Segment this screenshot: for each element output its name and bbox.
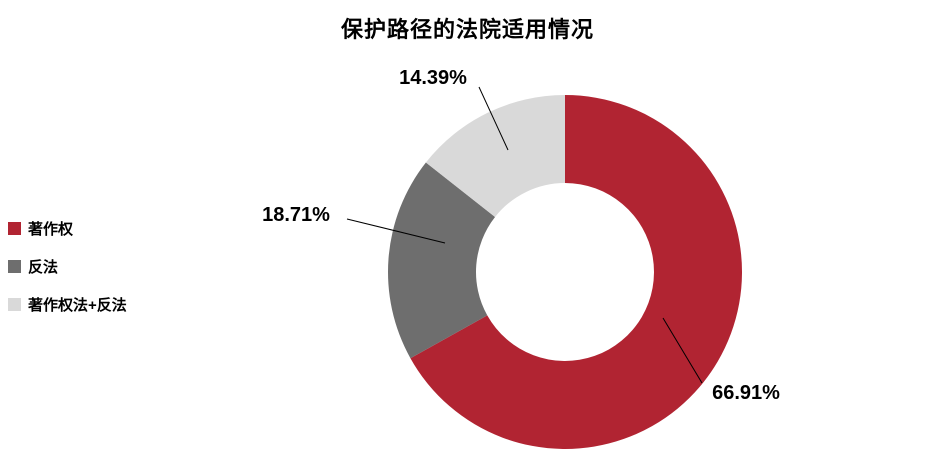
data-label-anti-unfair: 18.71% bbox=[262, 204, 330, 226]
chart-title: 保护路径的法院适用情况 bbox=[340, 17, 594, 42]
chart-legend: 著作权 反法 著作权法+反法 bbox=[8, 218, 127, 315]
legend-swatch-both bbox=[8, 298, 21, 311]
donut-slices bbox=[388, 95, 743, 449]
legend-item-copyright: 著作权 bbox=[8, 218, 127, 239]
donut-slice-著作权法+反法 bbox=[425, 95, 565, 217]
legend-label-copyright: 著作权 bbox=[28, 221, 74, 238]
legend-swatch-copyright bbox=[8, 222, 21, 235]
leader-line-anti-unfair bbox=[346, 218, 446, 244]
leader-line-both bbox=[478, 86, 509, 151]
legend-item-both: 著作权法+反法 bbox=[8, 294, 127, 315]
legend-label-both: 著作权法+反法 bbox=[28, 297, 127, 314]
data-label-copyright: 66.91% bbox=[712, 382, 780, 404]
donut-slice-反法 bbox=[388, 162, 496, 359]
legend-swatch-anti-unfair bbox=[8, 260, 21, 273]
legend-label-anti-unfair: 反法 bbox=[28, 259, 59, 276]
data-label-both: 14.39% bbox=[399, 67, 467, 89]
legend-item-anti-unfair: 反法 bbox=[8, 256, 127, 277]
donut-slice-著作权 bbox=[410, 95, 743, 449]
leader-line-copyright bbox=[662, 317, 703, 384]
